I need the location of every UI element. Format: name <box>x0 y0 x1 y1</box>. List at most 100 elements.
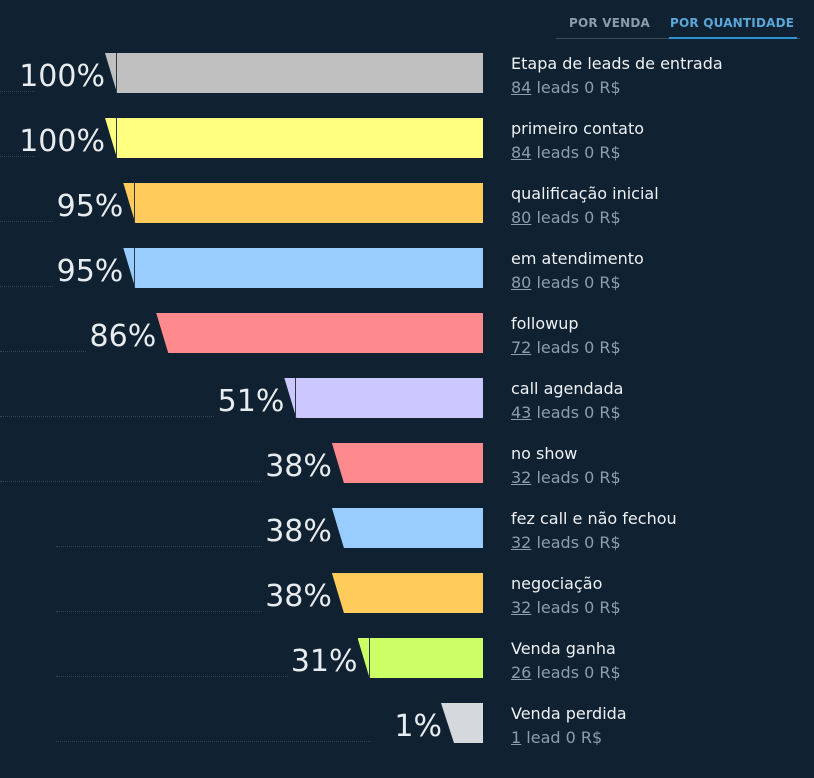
stage-guide-line <box>56 611 262 612</box>
funnel-stage: 95% qualificação inicial 80 leads 0 R$ <box>0 183 814 248</box>
stage-lead-count[interactable]: 72 <box>511 338 532 357</box>
stage-value: 0 R$ <box>584 403 621 422</box>
bar-tick <box>134 248 136 288</box>
stage-value: 0 R$ <box>584 533 621 552</box>
stage-name: call agendada <box>511 379 624 398</box>
stage-summary: 1 lead 0 R$ <box>511 727 602 749</box>
stage-percent: 86% <box>89 319 157 354</box>
funnel-stage: 95% em atendimento 80 leads 0 R$ <box>0 248 814 313</box>
stage-lead-count[interactable]: 43 <box>511 403 532 422</box>
stage-percent: 95% <box>56 254 124 289</box>
stage-summary: 72 leads 0 R$ <box>511 337 621 359</box>
funnel-stage: 86% followup 72 leads 0 R$ <box>0 313 814 378</box>
stage-value: 0 R$ <box>584 598 621 617</box>
stage-name: qualificação inicial <box>511 184 659 203</box>
stage-lead-unit: leads <box>531 533 585 552</box>
stage-lead-unit: lead <box>521 728 566 747</box>
stage-lead-count[interactable]: 32 <box>511 598 532 617</box>
stage-name: negociação <box>511 574 603 593</box>
stage-value: 0 R$ <box>584 208 621 227</box>
bar-tick <box>116 118 117 158</box>
bar-tick <box>295 378 297 418</box>
stage-lead-count[interactable]: 80 <box>511 273 532 292</box>
stage-guide-line <box>0 286 54 287</box>
stage-lead-unit: leads <box>531 663 585 682</box>
stage-percent: 100% <box>19 59 105 94</box>
funnel-bar[interactable] <box>357 638 483 678</box>
funnel-bar[interactable] <box>105 118 483 158</box>
stage-guide-line <box>56 741 371 742</box>
stage-value: 0 R$ <box>584 273 621 292</box>
stage-summary: 43 leads 0 R$ <box>511 402 621 424</box>
stage-name: fez call e não fechou <box>511 509 677 528</box>
stage-lead-count[interactable]: 1 <box>511 728 522 747</box>
stage-guide-line <box>0 481 262 482</box>
bar-tick <box>116 53 117 93</box>
stage-lead-unit: leads <box>531 143 585 162</box>
stage-lead-unit: leads <box>531 78 585 97</box>
stage-lead-count[interactable]: 84 <box>511 78 532 97</box>
stage-value: 0 R$ <box>584 78 621 97</box>
stage-summary: 80 leads 0 R$ <box>511 207 621 229</box>
stage-name: no show <box>511 444 578 463</box>
stage-guide-line <box>56 676 288 677</box>
stage-summary: 32 leads 0 R$ <box>511 597 621 619</box>
stage-lead-count[interactable]: 84 <box>511 143 532 162</box>
stage-lead-unit: leads <box>531 598 585 617</box>
funnel-stage: 100% primeiro contato 84 leads 0 R$ <box>0 118 814 183</box>
stage-summary: 84 leads 0 R$ <box>511 77 621 99</box>
stage-summary: 32 leads 0 R$ <box>511 467 621 489</box>
stage-name: Venda perdida <box>511 704 627 723</box>
tab-por-quantidade[interactable]: POR QUANTIDADE <box>670 16 795 30</box>
stage-summary: 26 leads 0 R$ <box>511 662 621 684</box>
funnel-bar[interactable] <box>105 53 483 93</box>
tab-por-venda[interactable]: POR VENDA <box>569 16 650 30</box>
funnel-bar[interactable] <box>284 378 483 418</box>
stage-value: 0 R$ <box>584 143 621 162</box>
stage-percent: 38% <box>265 579 332 614</box>
stage-lead-count[interactable]: 32 <box>511 533 532 552</box>
funnel-stage: 31% Venda ganha 26 leads 0 R$ <box>0 638 814 703</box>
stage-percent: 38% <box>265 514 332 549</box>
funnel-bar[interactable] <box>123 183 483 223</box>
funnel-bar[interactable] <box>441 703 483 743</box>
stage-name: em atendimento <box>511 249 644 268</box>
bar-tick <box>368 638 370 678</box>
stage-percent: 1% <box>394 709 442 744</box>
stage-value: 0 R$ <box>584 468 621 487</box>
funnel-bar[interactable] <box>331 573 483 613</box>
stage-percent: 38% <box>265 449 332 484</box>
funnel-stage: 100% Etapa de leads de entrada 84 leads 0 … <box>0 53 814 118</box>
stage-guide-line <box>0 351 87 352</box>
stage-name: followup <box>511 314 579 333</box>
stage-lead-count[interactable]: 32 <box>511 468 532 487</box>
funnel-bar[interactable] <box>331 508 483 548</box>
funnel-stage: 38% negociação 32 leads 0 R$ <box>0 573 814 638</box>
stage-lead-count[interactable]: 80 <box>511 208 532 227</box>
stage-summary: 32 leads 0 R$ <box>511 532 621 554</box>
stage-guide-line <box>0 91 35 92</box>
funnel-stage: 38% fez call e não fechou 32 leads 0 R$ <box>0 508 814 573</box>
stage-lead-count[interactable]: 26 <box>511 663 532 682</box>
bar-tick <box>134 183 136 223</box>
funnel-bar[interactable] <box>123 248 483 288</box>
stage-guide-line <box>0 416 215 417</box>
stage-percent: 51% <box>217 384 285 419</box>
stage-percent: 95% <box>56 189 124 224</box>
funnel-stage: 1% Venda perdida 1 lead 0 R$ <box>0 703 814 768</box>
stage-name: Venda ganha <box>511 639 616 658</box>
stage-lead-unit: leads <box>531 273 585 292</box>
funnel-stage: 38% no show 32 leads 0 R$ <box>0 443 814 508</box>
stage-guide-line <box>0 156 35 157</box>
stage-value: 0 R$ <box>565 728 603 747</box>
stage-lead-unit: leads <box>531 468 585 487</box>
active-tab-indicator <box>669 37 797 39</box>
stage-summary: 84 leads 0 R$ <box>511 142 621 164</box>
funnel-bar[interactable] <box>331 443 483 483</box>
stage-name: Etapa de leads de entrada <box>511 54 723 73</box>
stage-name: primeiro contato <box>511 119 645 138</box>
stage-guide-line <box>0 221 54 222</box>
stage-guide-line <box>56 546 262 547</box>
funnel-bar[interactable] <box>156 313 483 353</box>
